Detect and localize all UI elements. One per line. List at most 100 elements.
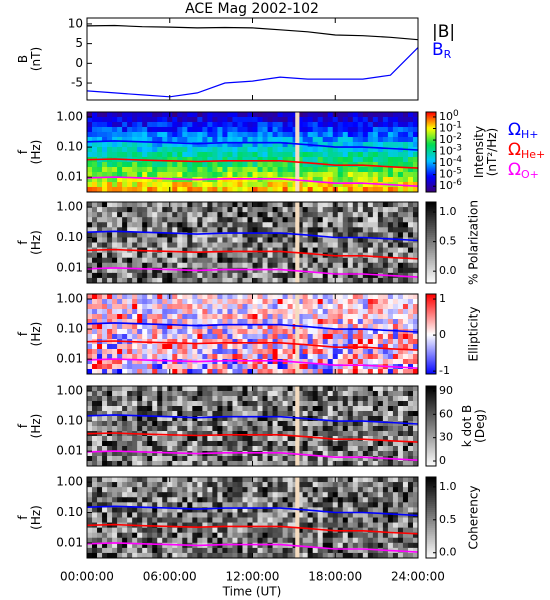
spectrogram-cell — [192, 446, 198, 452]
spectrogram-cell — [102, 344, 108, 350]
spectrogram-cell — [397, 167, 404, 173]
spectrogram-cell — [232, 299, 238, 305]
spectrogram-cell — [152, 207, 158, 213]
spectrogram-cell — [127, 222, 133, 228]
spectrogram-cell — [152, 272, 158, 279]
spectrogram-cell — [342, 456, 349, 462]
spectrogram-cell — [402, 247, 409, 254]
spectrogram-cell — [147, 354, 153, 360]
spectrogram-cell — [277, 157, 283, 163]
spectrogram-cell — [312, 349, 319, 355]
spectrogram-cell — [332, 396, 339, 402]
colorbar-tick-exponent: 0 — [453, 108, 459, 118]
spectrogram-cell — [297, 487, 304, 493]
spectrogram-cell — [107, 309, 113, 315]
spectrogram-cell — [237, 127, 243, 133]
spectrogram-cell — [302, 277, 309, 284]
spectrogram-cell — [157, 272, 163, 279]
spectrogram-cell — [352, 277, 359, 284]
spectrogram-cell — [237, 272, 243, 279]
spectrogram-cell — [362, 461, 369, 467]
spectrogram-cell — [202, 299, 208, 305]
colorbar-cell — [426, 234, 436, 237]
spectrogram-cell — [217, 396, 223, 402]
spectrogram-cell — [322, 426, 329, 432]
spectrogram-cell — [387, 446, 394, 452]
spectrogram-cell — [207, 252, 213, 259]
spectrogram-cell — [127, 202, 133, 208]
spectrogram-cell — [237, 152, 243, 158]
spectrogram-cell — [112, 267, 118, 274]
spectrogram-cell — [207, 426, 213, 432]
spectrogram-cell — [342, 492, 349, 498]
colorbar-cell — [426, 204, 436, 207]
spectrogram-cell — [197, 217, 203, 223]
spectrogram-cell — [312, 446, 319, 452]
colorbar-cell — [426, 178, 436, 181]
spectrogram-cell — [187, 436, 193, 442]
spectrogram-cell — [137, 344, 143, 350]
spectrogram-cell — [242, 426, 248, 432]
spectrogram-cell — [262, 187, 268, 193]
spectrogram-cell — [177, 217, 183, 223]
spectrogram-cell — [397, 369, 404, 375]
spectrogram-cell — [377, 257, 384, 264]
spectrogram-cell — [232, 262, 238, 269]
spectrogram-cell — [232, 359, 238, 365]
spectrogram-cell — [182, 446, 188, 452]
spectrogram-cell — [182, 406, 188, 412]
spectrogram-cell — [247, 202, 253, 208]
spectrogram-cell — [97, 436, 103, 442]
spectrogram-cell — [102, 426, 108, 432]
spectrogram-cell — [382, 451, 389, 457]
spectrogram-cell — [302, 202, 309, 208]
spectrogram-cell — [282, 217, 289, 223]
spectrogram-cell — [402, 122, 409, 128]
spectrogram-cell — [167, 272, 173, 279]
spectrogram-cell — [202, 217, 208, 223]
spectrogram-cell — [142, 482, 148, 488]
colorbar-cell — [426, 412, 436, 415]
spectrogram-cell — [317, 364, 324, 370]
colorbar-cell — [426, 316, 436, 319]
spectrogram-cell — [177, 242, 183, 248]
spectrogram-cell — [122, 299, 128, 305]
spectrogram-cell — [252, 324, 258, 330]
spectrogram-cell — [192, 492, 198, 498]
spectrogram-cell — [222, 396, 228, 402]
spectrogram-cell — [232, 446, 238, 452]
spectrogram-cell — [252, 369, 258, 375]
spectrogram-cell — [132, 232, 138, 238]
spectrogram-cell — [112, 187, 118, 193]
spectrogram-cell — [377, 441, 384, 447]
spectrogram-cell — [192, 207, 198, 213]
spectrogram-cell — [272, 227, 278, 233]
spectrogram-cell — [222, 354, 228, 360]
spectrogram-cell — [372, 117, 379, 123]
colorbar-label: % Polarization — [467, 200, 481, 285]
spectrogram-cell — [282, 247, 289, 254]
spectrogram-cell — [412, 354, 419, 360]
spectrogram-cell — [122, 334, 128, 340]
spectrogram-cell — [272, 411, 278, 417]
spectrogram-cell — [137, 406, 143, 412]
spectrogram-cell — [307, 262, 314, 269]
spectrogram-cell — [232, 212, 238, 218]
spectrogram-cell — [167, 222, 173, 228]
colorbar-cell — [426, 222, 436, 225]
spectrogram-cell — [92, 142, 98, 148]
spectrogram-cell — [117, 122, 123, 128]
spectrogram-cell — [382, 359, 389, 365]
spectrogram-cell — [212, 294, 218, 300]
spectrogram-cell — [402, 162, 409, 168]
spectrogram-cell — [412, 391, 419, 397]
spectrogram-cell — [117, 294, 123, 300]
spectrogram-cell — [267, 334, 273, 340]
spectrogram-cell — [227, 267, 233, 274]
spectrogram-cell — [317, 272, 324, 279]
spectrogram-cell — [207, 477, 213, 483]
spectrogram-cell — [327, 232, 334, 238]
spectrogram-cell — [362, 396, 369, 402]
spectrogram-cell — [267, 411, 273, 417]
spectrogram-cell — [157, 142, 163, 148]
